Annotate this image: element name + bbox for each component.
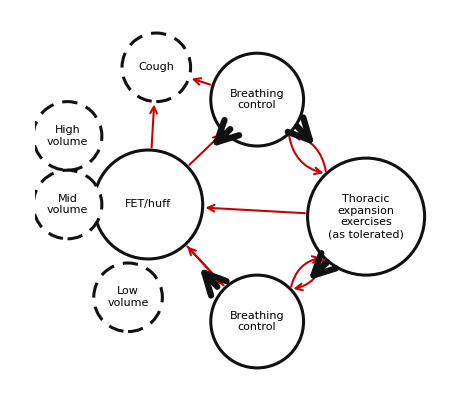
Circle shape	[94, 150, 203, 259]
Text: Breathing
control: Breathing control	[230, 89, 284, 110]
Text: FET/huff: FET/huff	[125, 200, 171, 209]
Text: Breathing
control: Breathing control	[230, 311, 284, 332]
Circle shape	[308, 158, 425, 275]
Text: Cough: Cough	[138, 62, 174, 72]
Circle shape	[211, 275, 303, 368]
Text: Mid
volume: Mid volume	[47, 194, 88, 215]
Circle shape	[94, 263, 163, 332]
Circle shape	[211, 53, 303, 146]
Text: High
volume: High volume	[47, 125, 88, 147]
Circle shape	[33, 101, 102, 170]
Text: Thoracic
expansion
exercises
(as tolerated): Thoracic expansion exercises (as tolerat…	[328, 194, 404, 239]
Circle shape	[33, 170, 102, 239]
Circle shape	[122, 33, 191, 101]
Text: Low
volume: Low volume	[108, 286, 149, 308]
